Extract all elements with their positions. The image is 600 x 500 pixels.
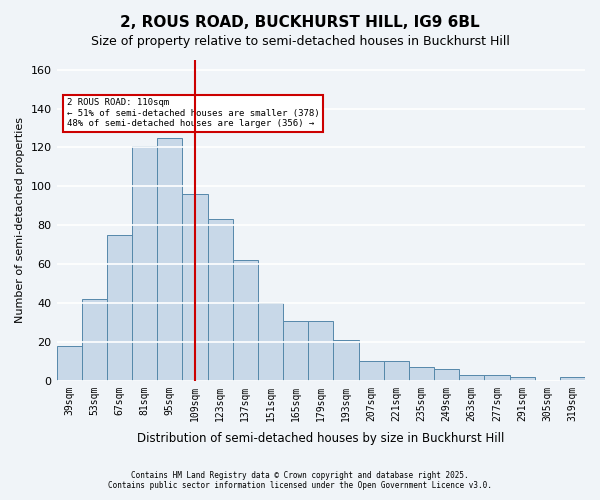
Text: 2, ROUS ROAD, BUCKHURST HILL, IG9 6BL: 2, ROUS ROAD, BUCKHURST HILL, IG9 6BL bbox=[120, 15, 480, 30]
Bar bbox=[434, 369, 459, 381]
Bar bbox=[82, 299, 107, 381]
Bar bbox=[560, 377, 585, 381]
Bar bbox=[157, 138, 182, 381]
Bar bbox=[182, 194, 208, 381]
Bar bbox=[208, 220, 233, 381]
Bar bbox=[359, 362, 383, 381]
Bar bbox=[308, 320, 334, 381]
Bar bbox=[283, 320, 308, 381]
Text: Size of property relative to semi-detached houses in Buckhurst Hill: Size of property relative to semi-detach… bbox=[91, 35, 509, 48]
Y-axis label: Number of semi-detached properties: Number of semi-detached properties bbox=[15, 118, 25, 324]
Bar bbox=[383, 362, 409, 381]
Bar bbox=[56, 346, 82, 381]
Text: Contains HM Land Registry data © Crown copyright and database right 2025.
Contai: Contains HM Land Registry data © Crown c… bbox=[108, 470, 492, 490]
X-axis label: Distribution of semi-detached houses by size in Buckhurst Hill: Distribution of semi-detached houses by … bbox=[137, 432, 505, 445]
Bar bbox=[459, 375, 484, 381]
Bar bbox=[509, 377, 535, 381]
Bar bbox=[132, 146, 157, 381]
Bar bbox=[107, 235, 132, 381]
Bar bbox=[484, 375, 509, 381]
Bar bbox=[233, 260, 258, 381]
Bar bbox=[409, 367, 434, 381]
Text: 2 ROUS ROAD: 110sqm
← 51% of semi-detached houses are smaller (378)
48% of semi-: 2 ROUS ROAD: 110sqm ← 51% of semi-detach… bbox=[67, 98, 320, 128]
Bar bbox=[258, 303, 283, 381]
Bar bbox=[334, 340, 359, 381]
